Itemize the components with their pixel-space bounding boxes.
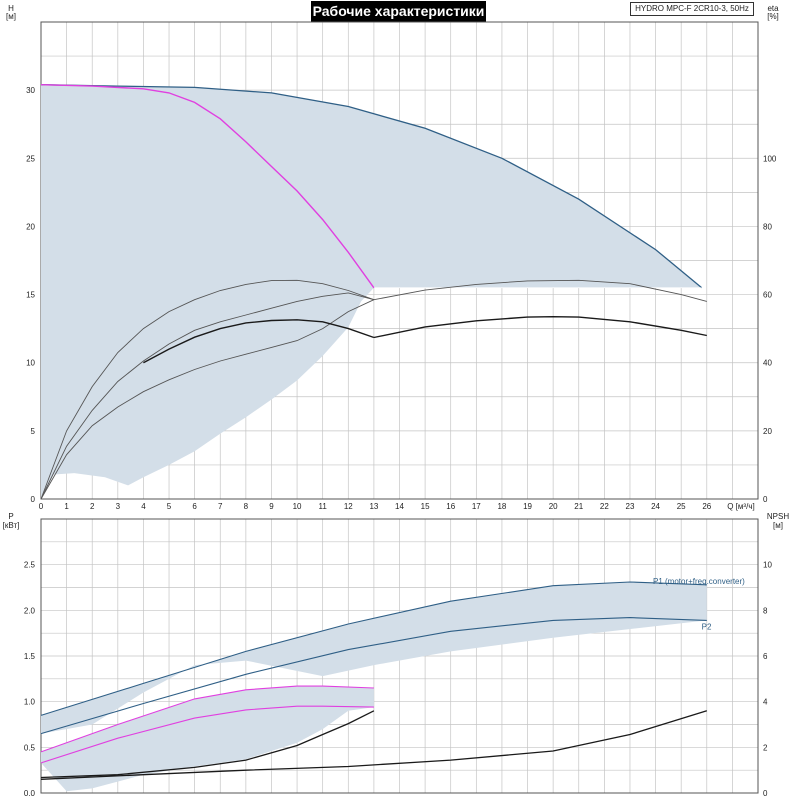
p-tick-label: 2.5	[24, 561, 36, 570]
x-tick-label: 4	[141, 502, 146, 511]
h-operating-band	[41, 84, 702, 499]
x-tick-label: 10	[293, 502, 302, 511]
x-tick-label: 15	[421, 502, 430, 511]
x-tick-label: 19	[523, 502, 532, 511]
npsh-tick-label: 2	[763, 743, 768, 752]
x-tick-label: 12	[344, 502, 353, 511]
h-tick-label: 0	[31, 495, 36, 504]
x-axis-label: Q [м³/ч]	[727, 502, 754, 511]
h-tick-label: 15	[26, 291, 35, 300]
npsh-axis-label: NPSH	[767, 512, 789, 521]
p-tick-label: 0.5	[24, 743, 36, 752]
p-operating-band-2	[41, 686, 374, 792]
eta-curve-5	[373, 315, 707, 339]
eta-tick-label: 40	[763, 359, 772, 368]
h-tick-label: 5	[31, 427, 36, 436]
x-tick-label: 8	[244, 502, 249, 511]
power-curve-5	[40, 710, 375, 779]
x-tick-label: 21	[574, 502, 583, 511]
h-tick-label: 25	[26, 154, 35, 163]
x-tick-label: 7	[218, 502, 223, 511]
power-curve-6	[40, 710, 707, 780]
h-axis-unit: [м]	[6, 12, 16, 21]
npsh-tick-label: 10	[763, 561, 772, 570]
x-tick-label: 11	[319, 502, 328, 511]
x-tick-label: 13	[369, 502, 378, 511]
eta-curve-1	[40, 279, 375, 500]
npsh-tick-label: 4	[763, 698, 768, 707]
x-tick-label: 18	[497, 502, 506, 511]
x-tick-label: 22	[600, 502, 609, 511]
x-tick-label: 2	[90, 502, 95, 511]
x-tick-label: 26	[702, 502, 711, 511]
x-tick-label: 16	[446, 502, 455, 511]
eta-tick-label: 100	[763, 154, 777, 163]
chart-title: Рабочие характеристики	[311, 1, 486, 22]
eta-curve-2	[40, 279, 707, 500]
p-operating-band-1	[41, 582, 707, 734]
power-curve-2	[40, 617, 707, 735]
npsh-tick-label: 8	[763, 606, 768, 615]
eta-axis-label: eta	[767, 4, 779, 13]
p-axis-unit: [кВт]	[3, 521, 20, 530]
eta-axis-unit: [%]	[767, 12, 779, 21]
p-axis-label: P	[8, 512, 13, 521]
p-tick-label: 0.0	[24, 789, 36, 798]
power-curve-4	[40, 705, 374, 764]
p-tick-label: 1.5	[24, 652, 36, 661]
x-tick-label: 1	[64, 502, 69, 511]
p-tick-label: 2.0	[24, 606, 36, 615]
x-tick-label: 0	[39, 502, 44, 511]
eta-tick-label: 20	[763, 427, 772, 436]
eta-tick-label: 80	[763, 222, 772, 231]
h-tick-label: 20	[26, 222, 35, 231]
model-label: HYDRO MPC-F 2CR10-3, 50Hz	[630, 2, 754, 16]
h-curve-max	[40, 84, 703, 289]
eta-curve-3	[40, 299, 375, 500]
x-tick-label: 24	[651, 502, 660, 511]
x-tick-label: 5	[167, 502, 172, 511]
power-curve-3	[40, 685, 374, 753]
legend-p1: P1 (motor+freq.converter)	[653, 577, 745, 586]
x-tick-label: 3	[116, 502, 121, 511]
x-tick-label: 6	[192, 502, 197, 511]
bottom-frame	[40, 518, 759, 794]
eta-tick-label: 60	[763, 291, 772, 300]
x-tick-label: 17	[472, 502, 481, 511]
h-tick-label: 30	[26, 86, 35, 95]
h-curve-single-pump	[40, 84, 375, 289]
x-tick-label: 25	[677, 502, 686, 511]
npsh-axis-unit: [м]	[773, 521, 783, 530]
eta-curve-4	[143, 319, 375, 364]
x-tick-label: 20	[549, 502, 558, 511]
npsh-tick-label: 6	[763, 652, 768, 661]
power-curve-1	[40, 581, 707, 716]
p-tick-label: 1.0	[24, 698, 36, 707]
h-axis-label: H	[8, 4, 14, 13]
legend-p2: P2	[702, 622, 712, 631]
x-tick-label: 9	[269, 502, 274, 511]
x-tick-label: 14	[395, 502, 404, 511]
h-tick-label: 10	[26, 359, 35, 368]
x-tick-label: 23	[626, 502, 635, 511]
eta-tick-label: 0	[763, 495, 768, 504]
npsh-tick-label: 0	[763, 789, 768, 798]
